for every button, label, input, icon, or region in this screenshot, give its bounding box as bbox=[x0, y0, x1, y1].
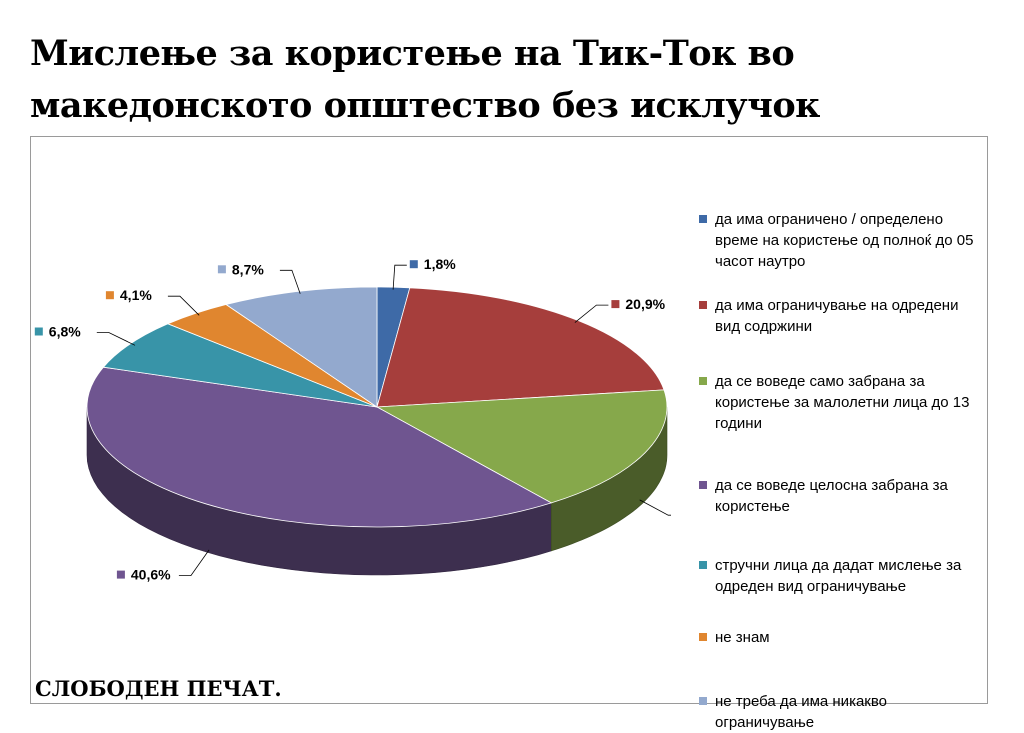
legend-label: стручни лица да дадат мислење за одреден… bbox=[715, 557, 962, 595]
legend-swatch bbox=[699, 215, 707, 223]
legend-label: не треба да има никакво ограничување bbox=[715, 693, 888, 731]
legend-swatch bbox=[699, 377, 707, 385]
pie-slice-4 bbox=[86, 366, 553, 528]
legend-swatch bbox=[699, 561, 707, 569]
legend-label: не знам bbox=[715, 629, 770, 646]
leader-line-7 bbox=[279, 269, 301, 294]
leader-line-2 bbox=[574, 304, 609, 323]
chart-area: 1,8%20,9%17,0%40,6%6,8%4,1%8,7% да има о… bbox=[30, 136, 988, 731]
pie-slice-3 bbox=[375, 389, 668, 504]
legend-swatch bbox=[699, 633, 707, 641]
data-label-marker-6 bbox=[105, 291, 114, 300]
pie-slice-7 bbox=[225, 286, 378, 408]
data-label-marker-7 bbox=[217, 265, 226, 274]
legend-swatch bbox=[699, 481, 707, 489]
data-label-7: 8,7% bbox=[232, 261, 264, 277]
data-label-marker-5 bbox=[34, 327, 43, 336]
data-label-marker-4 bbox=[116, 570, 125, 579]
data-label-marker-2 bbox=[611, 300, 620, 309]
pie-slice-2 bbox=[376, 287, 665, 408]
pie-chart: 1,8%20,9%17,0%40,6%6,8%4,1%8,7% bbox=[34, 256, 671, 583]
leader-line-5 bbox=[96, 332, 136, 346]
data-label-marker-1 bbox=[409, 260, 418, 269]
leader-line-4 bbox=[178, 549, 210, 577]
legend-swatch bbox=[699, 301, 707, 309]
leader-line-1 bbox=[392, 264, 407, 290]
data-label-2: 20,9% bbox=[625, 296, 665, 312]
source-logo: СЛОБОДЕН ПЕЧАТ. bbox=[35, 676, 282, 701]
data-label-5: 6,8% bbox=[49, 324, 81, 340]
legend-swatch bbox=[699, 697, 707, 705]
data-label-4: 40,6% bbox=[131, 567, 171, 583]
legend-label: да се воведе само забрана за користење з… bbox=[715, 373, 970, 432]
data-label-1: 1,8% bbox=[424, 256, 456, 272]
pie-slice-5 bbox=[102, 323, 378, 408]
legend-label: да има ограничено / определено време на … bbox=[715, 211, 974, 270]
leader-line-6 bbox=[167, 295, 200, 316]
legend-label: да има ограничување на одредени вид содр… bbox=[715, 297, 959, 335]
leader-line-3 bbox=[639, 499, 671, 516]
chart-title: Мислење за користење на Тик-Ток во макед… bbox=[30, 33, 820, 126]
legend-label: да се воведе целосна забрана за користењ… bbox=[715, 477, 948, 515]
data-label-6: 4,1% bbox=[120, 287, 152, 303]
